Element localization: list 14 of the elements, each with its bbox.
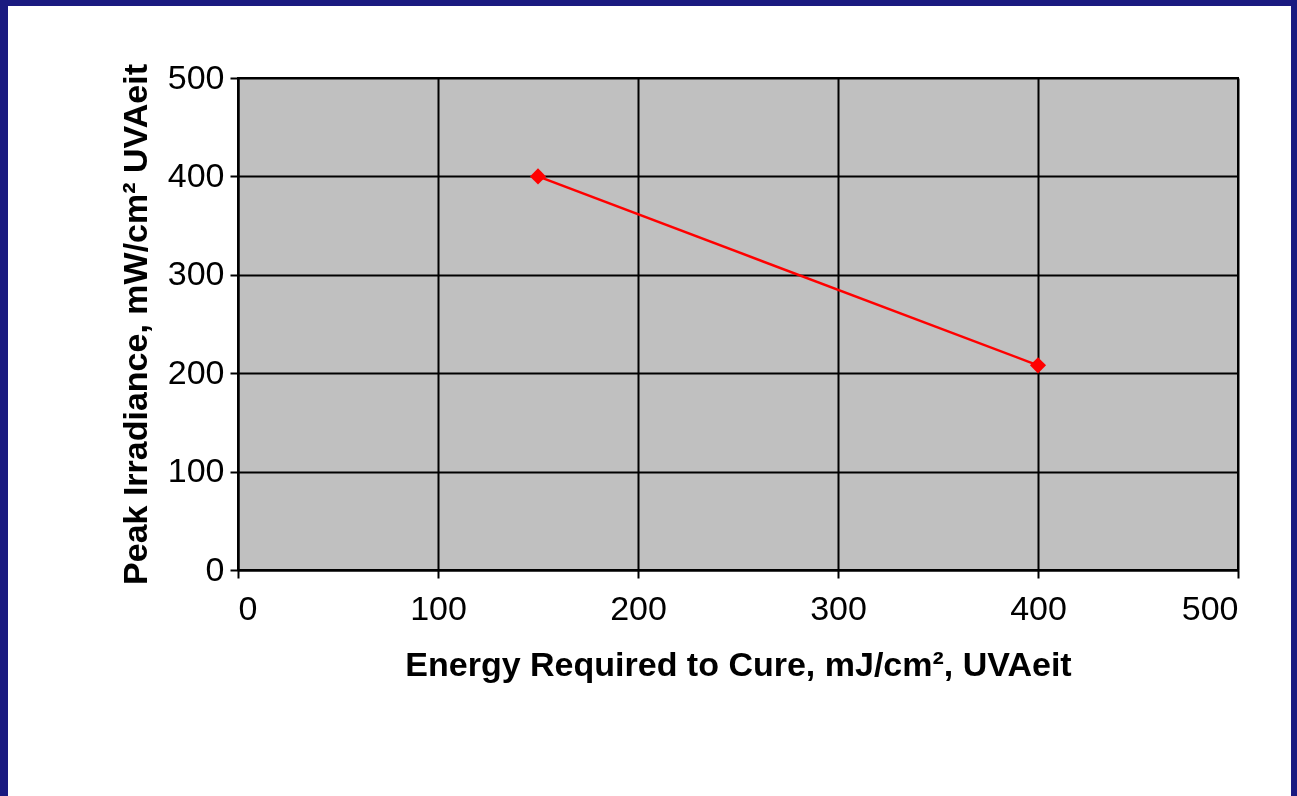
x-tick-label: 400 — [1010, 588, 1067, 627]
x-tick-label: 100 — [410, 588, 467, 627]
y-tick-label: 100 — [167, 451, 225, 490]
y-tick-label: 200 — [167, 352, 225, 391]
y-tick-label: 0 — [205, 549, 225, 588]
x-axis-title: Energy Required to Cure, mJ/cm², UVAeit — [405, 644, 1072, 683]
x-tick-label: 0 — [238, 588, 258, 627]
x-tick-label: 200 — [610, 588, 667, 627]
x-tick-label: 500 — [1181, 588, 1239, 627]
x-tick-label: 300 — [810, 588, 867, 627]
y-tick-label: 500 — [167, 57, 225, 96]
y-axis-title: Peak Irradiance, mW/cm² UVAeit — [115, 64, 154, 585]
y-tick-label: 400 — [167, 155, 225, 194]
y-tick-label: 300 — [167, 254, 225, 293]
